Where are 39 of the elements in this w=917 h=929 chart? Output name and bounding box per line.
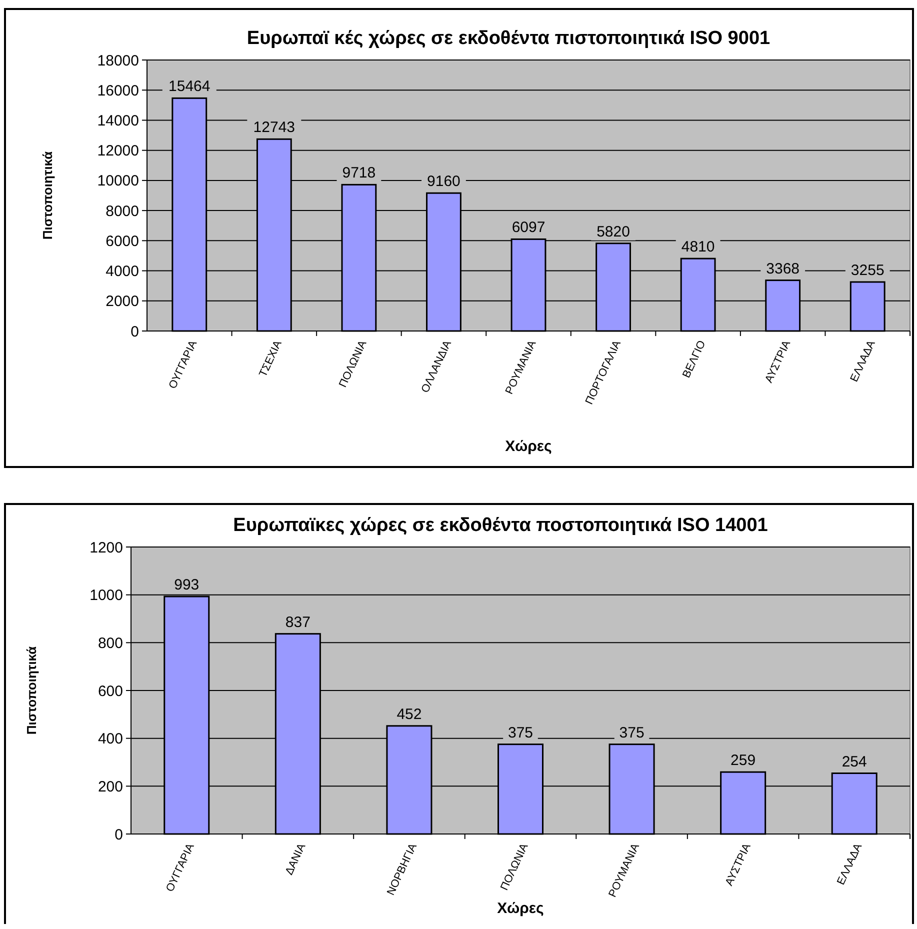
y-tick-label: 6000 [106,232,139,250]
data-label: 4810 [681,238,715,256]
data-label: 3255 [850,262,884,279]
y-tick-label: 1200 [90,539,123,556]
y-tick-label: 8000 [106,202,139,220]
data-label: 3368 [766,260,800,278]
data-label: 837 [285,614,310,631]
data-label: 452 [396,706,422,723]
y-tick-label: 0 [130,323,139,340]
data-label: 15464 [168,78,210,96]
y-axis-title: Πιστοποιητικά [24,646,39,735]
x-axis-title: Χώρες [497,900,544,917]
data-label: 9718 [342,164,376,182]
data-label: 12743 [253,119,296,136]
y-tick-label: 14000 [97,112,139,130]
chart-title: Ευρωπαϊ κές χώρες σε εκδοθέντα πιστοποιητικά ISO 9001 [246,28,771,49]
y-tick-label: 600 [98,682,123,700]
y-tick-label: 4000 [106,263,139,280]
data-label: 9160 [427,173,460,190]
data-label: 375 [508,724,534,742]
y-axis-title: Πιστοποιητικά [40,151,55,240]
y-tick-label: 800 [98,634,123,652]
y-tick-label: 18000 [97,52,139,70]
data-label: 375 [619,724,644,742]
data-label: 993 [174,576,200,594]
data-label: 254 [842,753,867,770]
x-axis-title: Χώρες [505,438,552,455]
y-tick-label: 10000 [97,172,139,190]
y-tick-label: 1000 [90,587,123,604]
y-tick-label: 12000 [97,142,139,160]
data-label: 6097 [512,219,546,236]
y-tick-label: 0 [114,826,123,844]
y-tick-label: 16000 [97,82,139,100]
y-tick-label: 400 [98,730,123,748]
data-label: 5820 [596,223,630,240]
chart-title: Ευρωπαϊκες χώρες σε εκδοθέντα ποστοποιητικά ISO 14001 [233,515,768,536]
y-tick-label: 200 [98,778,123,796]
y-tick-label: 2000 [106,293,139,310]
data-label: 259 [730,752,756,770]
